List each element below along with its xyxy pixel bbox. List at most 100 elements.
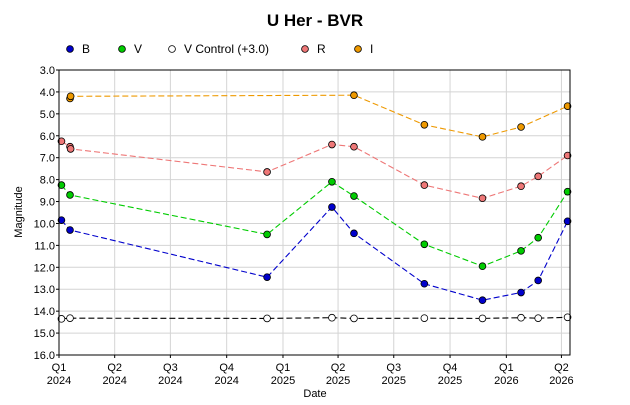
data-point-r	[66, 145, 75, 153]
data-point-v	[563, 187, 572, 196]
y-tick-label: 9.0	[40, 197, 55, 209]
y-tick-label: 12.0	[34, 262, 55, 274]
data-point-r	[563, 151, 572, 160]
data-point-v	[420, 240, 429, 249]
data-point-b	[517, 288, 525, 297]
y-tick-label: 3.0	[40, 65, 55, 77]
data-point-b	[263, 273, 271, 281]
legend-label-r: R	[317, 42, 326, 56]
y-tick-label: 14.0	[34, 306, 55, 318]
data-point-i	[66, 92, 75, 101]
data-point-r	[534, 172, 542, 181]
x-tick-label: 2026	[494, 375, 518, 387]
legend-marker-r	[301, 45, 309, 53]
y-tick-label: 4.0	[40, 87, 55, 99]
data-point-r	[328, 140, 336, 149]
legend-marker-v	[118, 45, 126, 53]
series-line-v	[60, 181, 569, 267]
x-tick-label: Q2	[554, 362, 569, 374]
series-line-b	[60, 206, 569, 301]
y-tick-label: 7.0	[40, 153, 55, 165]
x-axis: Q12024Q22024Q32024Q42024Q12025Q22025Q320…	[47, 355, 574, 387]
x-axis-label: Date	[303, 388, 326, 400]
data-point-r	[350, 142, 358, 151]
x-tick-label: Q4	[219, 362, 234, 374]
x-tick-label: Q2	[331, 362, 346, 374]
data-point-b	[328, 203, 336, 211]
x-tick-label: Q3	[386, 362, 401, 374]
data-point-v	[328, 178, 336, 186]
data-point-i	[350, 91, 358, 100]
y-tick-label: 11.0	[34, 240, 55, 252]
data-point-v-control-3-0	[420, 314, 429, 322]
y-tick-label: 6.0	[40, 131, 55, 143]
y-tick-label: 10.0	[34, 218, 55, 230]
data-point-v	[534, 233, 542, 242]
data-point-v-control-3-0	[517, 313, 525, 322]
x-tick-label: Q1	[276, 362, 291, 374]
y-axis: 3.0 4.0 5.0 6.0 7.0 8.0 9.0 10.0 11.0 12.0 13.0 14.…	[34, 65, 59, 362]
data-point-v-control-3-0	[66, 314, 74, 322]
data-point-r	[57, 137, 66, 146]
data-point-i	[517, 123, 525, 131]
data-point-b	[66, 226, 74, 234]
data-point-r	[263, 168, 271, 176]
data-point-b	[57, 216, 66, 224]
x-tick-label: 2025	[382, 375, 406, 387]
plot-area	[59, 70, 570, 355]
legend-label-b: B	[82, 42, 90, 56]
series-line-v-control-3-0	[61, 316, 568, 320]
data-point-v-control-3-0	[478, 314, 487, 323]
data-point-v-control-3-0	[263, 314, 271, 323]
data-point-i	[563, 102, 572, 110]
y-tick-label: 8.0	[40, 175, 55, 187]
y-tick-label: 15.0	[34, 328, 55, 340]
y-axis-label: Magnitude	[13, 186, 25, 237]
legend-marker-i	[354, 45, 362, 53]
x-tick-label: 2026	[549, 375, 573, 387]
plot-frame	[58, 69, 571, 356]
legend: B V V Control (+3.0) R I	[66, 42, 373, 56]
y-tick-label: 5.0	[40, 109, 55, 121]
data-point-b	[478, 296, 487, 304]
x-tick-label: Q4	[443, 362, 458, 374]
data-point-v	[66, 191, 74, 199]
data-point-b	[563, 217, 572, 226]
data-point-v-control-3-0	[534, 314, 542, 322]
x-tick-label: 2024	[158, 375, 182, 387]
data-point-b	[420, 279, 429, 288]
x-tick-label: 2025	[326, 375, 350, 387]
data-point-v	[350, 192, 358, 200]
x-tick-label: 2025	[438, 375, 462, 387]
data-point-v-control-3-0	[563, 313, 572, 322]
y-tick-label: 13.0	[34, 284, 55, 296]
data-point-i	[420, 121, 429, 129]
grid	[59, 70, 570, 355]
legend-marker-v-control-3-0	[168, 45, 176, 53]
data-point-b	[534, 276, 542, 285]
x-tick-label: Q3	[163, 362, 178, 374]
data-point-v-control-3-0	[328, 313, 336, 322]
x-tick-label: 2024	[102, 375, 126, 387]
data-point-v	[263, 230, 271, 239]
data-point-r	[517, 182, 525, 190]
x-tick-label: 2024	[214, 375, 238, 387]
x-tick-label: 2025	[271, 375, 295, 387]
legend-label-i: I	[370, 42, 373, 56]
x-tick-label: 2024	[47, 375, 71, 387]
data-point-r	[420, 181, 429, 189]
data-point-v-control-3-0	[57, 315, 66, 323]
data-point-v	[478, 262, 487, 271]
data-point-v-control-3-0	[350, 314, 358, 323]
data-point-r	[478, 194, 487, 203]
legend-label-v-control-3-0: V Control (+3.0)	[184, 42, 269, 56]
data-point-v	[517, 247, 525, 255]
data-point-i	[478, 133, 487, 141]
series-layer	[57, 91, 572, 323]
x-tick-label: Q1	[52, 362, 67, 374]
x-tick-label: Q2	[107, 362, 122, 374]
chart-title: U Her - BVR	[267, 11, 363, 30]
data-point-v	[57, 181, 66, 189]
data-point-b	[350, 229, 358, 238]
